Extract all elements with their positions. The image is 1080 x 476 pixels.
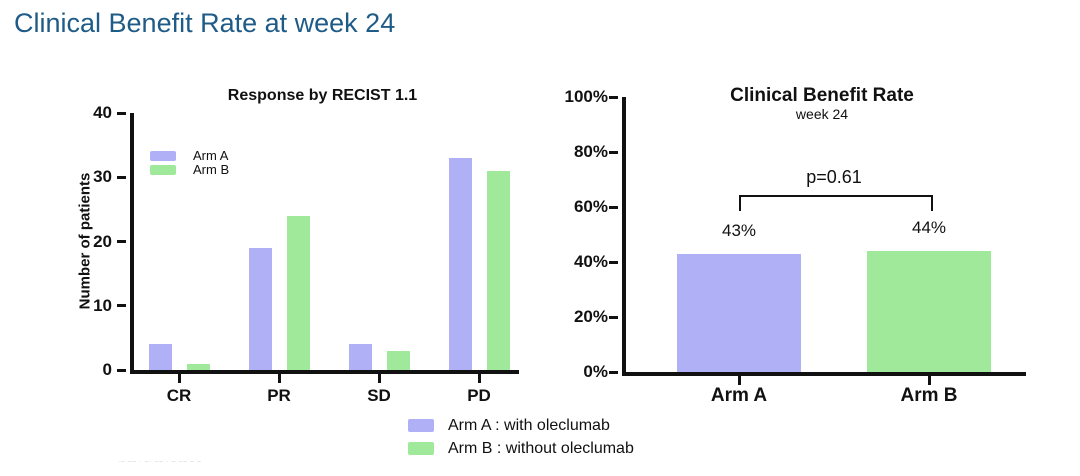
bar-arm-b-sd	[386, 350, 410, 370]
cbr-chart-title: Clinical Benefit Rate	[730, 85, 914, 106]
x-axis-tick	[277, 374, 281, 383]
y-axis-tick	[609, 260, 618, 264]
footnote-illegible: ·– –– · –· –– · – –– – –	[118, 459, 202, 465]
y-axis-tick-label: 0	[102, 360, 112, 379]
bar-value-label: 44%	[911, 218, 947, 237]
y-axis-tick	[609, 315, 618, 319]
recist-chart: Response by RECIST 1.1 Number of patient…	[60, 85, 530, 445]
category-label: PR	[267, 386, 291, 405]
arm-a-swatch	[408, 419, 434, 432]
bar-arm-a-cr	[148, 344, 172, 370]
category-label: SD	[367, 386, 391, 405]
category-label: Arm A	[710, 385, 768, 406]
x-axis-tick	[377, 374, 381, 383]
y-axis-tick	[609, 95, 618, 99]
recist-chart-title: Response by RECIST 1.1	[227, 87, 418, 104]
cbr-plot-area: 0% 20% 40% 60% 80% 100% 43% Arm A 44% Arm B p=0.61	[565, 87, 1026, 406]
y-axis-tick-label: 40	[93, 103, 112, 122]
y-axis-tick	[609, 150, 618, 154]
bar-arm-b-pr	[286, 215, 310, 370]
y-axis-tick	[117, 304, 126, 308]
category-label: Arm B	[900, 385, 958, 406]
y-axis-tick	[117, 111, 126, 115]
y-axis-tick-label: 20	[93, 231, 112, 251]
bar-arm-b-cr	[186, 363, 210, 370]
y-axis-tick	[117, 175, 126, 179]
y-axis-tick	[117, 240, 126, 243]
recist-plot-area: Arm A Arm B 0 10 20 30 40 CR PR SD PD	[93, 103, 519, 405]
bar-arm-a-pd	[448, 157, 472, 370]
y-axis-tick-label: 40%	[573, 252, 608, 271]
legend-label-arm-b-oleclumab: Arm B : without oleclumab	[448, 440, 634, 457]
y-axis-tick	[117, 368, 126, 372]
y-axis-tick	[609, 370, 618, 374]
bar-arm-a	[677, 253, 801, 372]
bar-arm-a-pr	[248, 247, 272, 370]
x-axis-tick	[177, 374, 181, 383]
arm-b-swatch	[150, 164, 176, 175]
legend-label-arm-a: Arm A	[193, 148, 229, 163]
x-axis-tick	[927, 376, 931, 385]
legend-row-arm-a: Arm A	[150, 149, 229, 162]
bar-arm-b	[867, 251, 991, 372]
arm-b-swatch	[408, 442, 434, 455]
cbr-chart-subtitle: week 24	[795, 106, 849, 122]
p-value-label: p=0.61	[806, 167, 862, 187]
y-axis-tick-label: 10	[93, 295, 112, 315]
y-axis-tick-label: 80%	[573, 142, 608, 161]
bar-value-label: 43%	[721, 220, 757, 240]
recist-legend: Arm A Arm B	[150, 149, 229, 177]
y-axis-tick-label: 20%	[573, 307, 608, 326]
legend-row-arm-a-oleclumab: Arm A : with oleclumab	[408, 417, 634, 434]
significance-bracket	[739, 195, 933, 211]
y-axis-tick-label: 100%	[564, 87, 608, 106]
legend-label-arm-b: Arm B	[193, 162, 230, 177]
arm-a-swatch	[150, 150, 176, 161]
category-label: CR	[166, 386, 192, 405]
category-label: PD	[467, 386, 491, 405]
y-axis-tick	[609, 205, 618, 209]
legend-row-arm-b-oleclumab: Arm B : without oleclumab	[408, 440, 634, 457]
y-axis-tick-label: 60%	[573, 197, 608, 216]
bar-arm-b-pd	[486, 170, 510, 370]
bar-arm-a-sd	[348, 344, 372, 370]
legend-row-arm-b: Arm B	[150, 163, 229, 176]
y-axis-tick-label: 30	[93, 167, 112, 187]
cbr-chart: Clinical Benefit Rate week 24 0% 20% 40% 60…	[560, 84, 1080, 444]
page-title: Clinical Benefit Rate at week 24	[14, 8, 396, 38]
x-axis-tick	[477, 374, 481, 383]
legend-label-arm-a-oleclumab: Arm A : with oleclumab	[448, 417, 610, 434]
bottom-legend: Arm A : with oleclumab Arm B : without o…	[408, 417, 634, 463]
x-axis-tick	[737, 376, 741, 385]
y-axis-tick-label: 0%	[583, 362, 608, 381]
